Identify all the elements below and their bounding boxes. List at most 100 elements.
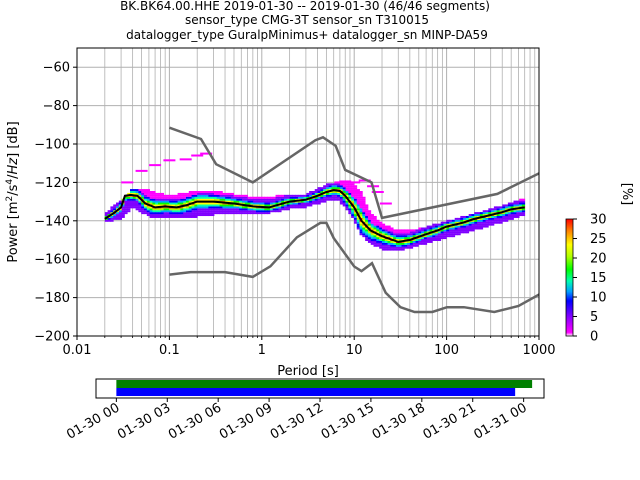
ppsd-cell	[317, 189, 321, 192]
ppsd-cell	[407, 237, 411, 240]
ppsd-cell	[163, 215, 167, 218]
ppsd-cell	[124, 200, 128, 203]
ppsd-cell	[493, 219, 498, 222]
ppsd-cell	[157, 196, 162, 199]
ppsd-cell	[471, 215, 475, 218]
ppsd-cell	[446, 219, 450, 222]
ppsd-cell	[297, 200, 302, 203]
title-line-2: sensor_type CMG-3T sensor_sn T310015	[185, 13, 429, 27]
ppsd-cell	[359, 214, 363, 217]
ppsd-cell	[348, 187, 352, 190]
ppsd-cell	[353, 185, 358, 188]
ppsd-cell	[289, 198, 293, 201]
ppsd-cell	[174, 198, 178, 201]
ppsd-cell	[113, 215, 117, 218]
ppsd-cell	[323, 187, 327, 190]
ppsd-cell	[149, 194, 153, 197]
ppsd-cell	[365, 223, 369, 226]
ppsd-cell	[359, 225, 363, 228]
ppsd-cell	[457, 225, 461, 228]
ppsd-cell	[359, 191, 363, 193]
ppsd-cell	[157, 214, 162, 217]
ppsd-cell	[253, 212, 257, 215]
colorbar-ticks: 0 5 10 15 20 25 30	[573, 213, 607, 345]
ppsd-cell	[283, 206, 288, 209]
x-axis-label: Period [s]	[277, 364, 339, 379]
ppsd-cell	[390, 240, 394, 243]
ppsd-cell	[390, 229, 394, 232]
ppsd-cell	[496, 217, 500, 220]
ppsd-cell	[365, 217, 369, 220]
ppsd-cell	[334, 196, 338, 199]
ppsd-cell	[171, 202, 176, 205]
ppsd-cell	[376, 244, 380, 247]
ppsd-cell	[278, 200, 282, 203]
ppsd-cell	[141, 191, 145, 193]
ppsd-cell	[130, 200, 134, 203]
ppsd-cell	[440, 223, 444, 226]
ppsd-cell	[113, 206, 117, 209]
ppsd-cell	[387, 242, 391, 245]
ppsd-cell	[250, 196, 254, 199]
ppsd-cell	[409, 240, 414, 243]
ppsd-cell	[138, 200, 142, 203]
ppsd-cell	[398, 248, 402, 251]
ppsd-cell	[116, 206, 120, 209]
ppsd-cell	[502, 204, 506, 207]
ppsd-cell	[356, 208, 360, 211]
ppsd-cell	[451, 219, 456, 222]
ppsd-cell	[163, 208, 167, 211]
ppsd-cell	[267, 196, 271, 199]
ppsd-cell	[474, 227, 478, 230]
ppsd-cell	[205, 210, 209, 213]
ppsd-cell	[132, 189, 137, 192]
ppsd-cell	[477, 221, 481, 224]
ppsd-cell	[387, 229, 391, 232]
ppsd-cell	[345, 191, 349, 193]
ppsd-cell	[194, 204, 198, 207]
ppsd-cell	[359, 215, 363, 218]
ppsd-cell	[219, 194, 223, 197]
ppsd-cell	[283, 204, 288, 207]
ppsd-cell	[104, 219, 109, 222]
ppsd-cell	[337, 183, 341, 186]
ppsd-cell	[345, 194, 349, 197]
ppsd-plot-area: 0.01 0.1 1 10 100 1000 −200 −180 −160 −140 −120 −1…	[5, 47, 556, 379]
ppsd-cell	[286, 208, 290, 211]
ppsd-cell	[423, 242, 428, 245]
ppsd-cell	[118, 210, 123, 213]
ppsd-cell	[468, 223, 472, 226]
ppsd-cell	[286, 196, 290, 199]
ppsd-cell	[421, 239, 425, 241]
ppsd-cell	[233, 200, 237, 203]
ppsd-cell	[356, 194, 360, 197]
ppsd-cell	[197, 214, 201, 217]
ppsd-cell	[325, 192, 330, 195]
y-tick-label: −120	[34, 176, 70, 191]
ppsd-cell	[191, 194, 195, 197]
ppsd-cell	[342, 187, 346, 190]
ppsd-cell	[141, 208, 145, 211]
ppsd-cell	[180, 198, 184, 201]
ppsd-cell	[334, 185, 338, 188]
ppsd-cell	[348, 185, 352, 188]
ppsd-cell	[446, 231, 450, 234]
ppsd-cell	[160, 194, 164, 197]
ppsd-cell	[446, 233, 450, 236]
ppsd-cell	[381, 244, 386, 247]
timeline-bars	[116, 380, 533, 396]
ppsd-cell	[384, 240, 388, 243]
ppsd-cell	[387, 244, 391, 247]
ppsd-cell	[379, 240, 383, 243]
ppsd-cell	[362, 215, 366, 218]
ppsd-cell	[264, 200, 268, 203]
ppsd-cell	[435, 227, 439, 230]
ppsd-cell	[446, 221, 450, 224]
ppsd-cell	[381, 242, 386, 245]
ppsd-cell	[516, 202, 520, 205]
ppsd-cell	[437, 223, 442, 226]
ppsd-cell	[185, 200, 190, 203]
ppsd-cell	[482, 212, 486, 215]
ppsd-cell	[488, 215, 492, 218]
ppsd-cell	[423, 235, 428, 238]
